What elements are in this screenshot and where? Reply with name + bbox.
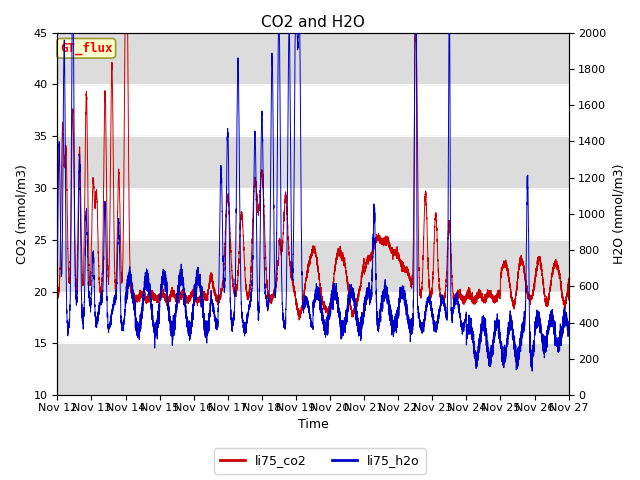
Bar — [58, 136, 568, 188]
Text: GT_flux: GT_flux — [60, 42, 113, 55]
Legend: li75_co2, li75_h2o: li75_co2, li75_h2o — [214, 448, 426, 474]
Bar — [58, 343, 568, 395]
Y-axis label: CO2 (mmol/m3): CO2 (mmol/m3) — [15, 164, 28, 264]
Bar — [58, 240, 568, 291]
Bar — [58, 33, 568, 84]
Y-axis label: H2O (mmol/m3): H2O (mmol/m3) — [612, 164, 625, 264]
Title: CO2 and H2O: CO2 and H2O — [261, 15, 365, 30]
X-axis label: Time: Time — [298, 419, 328, 432]
